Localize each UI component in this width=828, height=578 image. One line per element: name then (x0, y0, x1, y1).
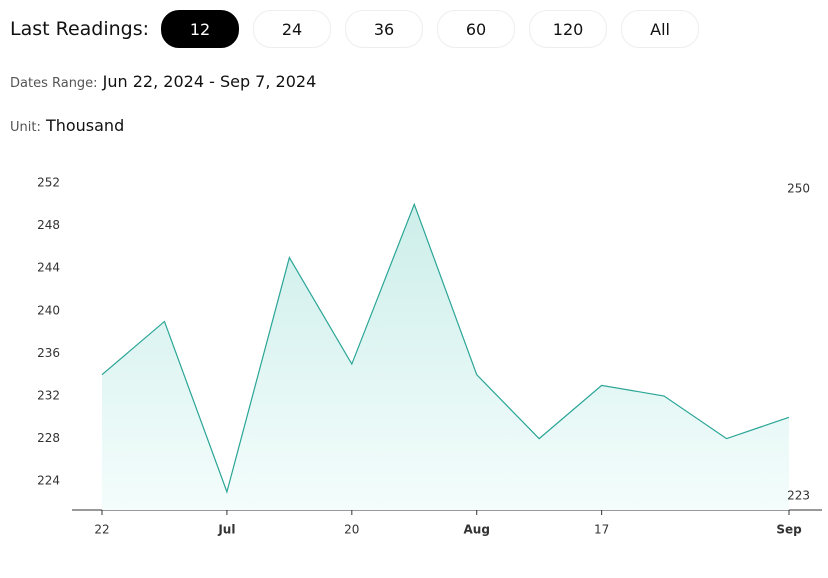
x-tick-label: 20 (344, 523, 359, 537)
x-tick-label: Jul (217, 523, 235, 537)
range-button[interactable]: 36 (345, 10, 424, 48)
date-range-value: Jun 22, 2024 - Sep 7, 2024 (102, 72, 317, 91)
range-button[interactable]: 60 (437, 10, 516, 48)
range-button[interactable]: 24 (253, 10, 332, 48)
readings-label: Last Readings: (10, 18, 150, 40)
x-tick-label: 17 (594, 523, 609, 537)
unit-value: Thousand (45, 116, 125, 135)
range-button[interactable]: All (621, 10, 700, 48)
y-tick-label: 244 (37, 261, 60, 275)
y-tick-label: 248 (37, 218, 60, 232)
unit: Unit: Thousand (10, 116, 124, 135)
x-tick-label: Sep (776, 523, 802, 537)
unit-key: Unit: (10, 120, 41, 135)
date-range-key: Dates Range: (10, 76, 98, 91)
readings-bar: Last Readings: 12 24 36 60 120 All (10, 10, 713, 48)
min-label: 223 (787, 489, 810, 503)
y-tick-label: 240 (37, 303, 60, 317)
line (101, 202, 790, 494)
range-button[interactable]: 120 (529, 10, 608, 48)
y-tick-label: 236 (37, 346, 60, 360)
max-label: 250 (787, 182, 810, 196)
y-tick-label: 224 (37, 474, 60, 488)
y-tick-label: 232 (37, 389, 60, 403)
x-tick-label: 22 (94, 523, 109, 537)
date-range: Dates Range: Jun 22, 2024 - Sep 7, 2024 (10, 72, 316, 91)
button-group: 12 24 36 60 120 All (161, 10, 713, 48)
y-tick-label: 252 (37, 175, 60, 189)
x-tick-label: Aug (464, 523, 490, 537)
y-tick-label: 228 (37, 431, 60, 445)
area-fill (102, 204, 789, 511)
range-button[interactable]: 12 (161, 10, 240, 48)
